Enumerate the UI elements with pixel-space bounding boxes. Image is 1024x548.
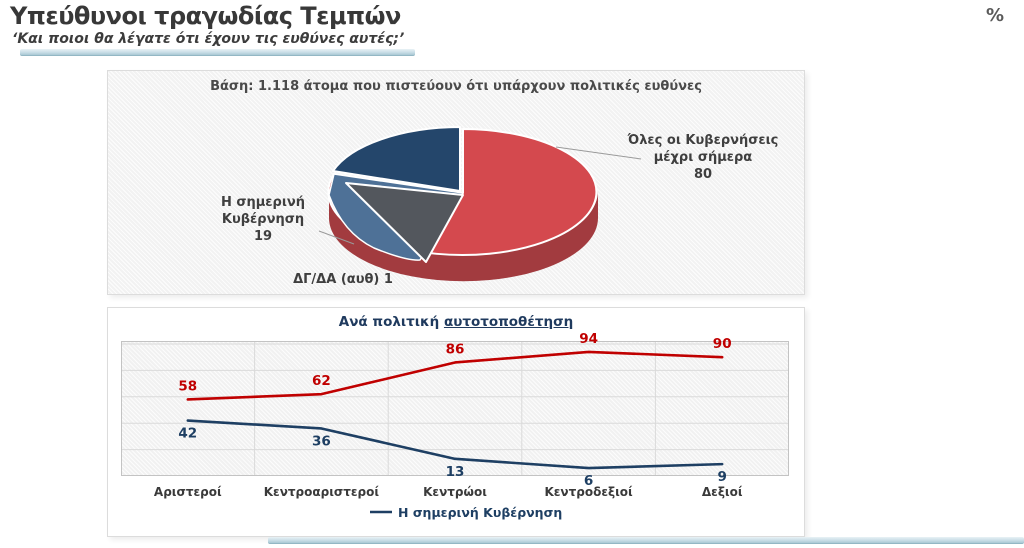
pie-label-all-governments: Όλες οι Κυβερνήσεις μέχρι σήμερα 80 [608,133,798,184]
pie-label-all-governments-line1: Όλες οι Κυβερνήσεις [627,133,779,148]
data-label: 58 [178,378,197,394]
legend-label: Η σημερινή Κυβέρνηση [398,505,562,520]
title-underline-bar [20,49,415,56]
data-label: 36 [312,433,331,449]
data-label: 6 [584,473,593,489]
pie-value-all-governments: 80 [693,166,713,182]
pie-slice-majority-side [329,191,598,282]
pie-card: Βάση: 1.118 άτομα που πιστεύουν ότι υπάρ… [107,70,805,295]
question-subtitle: ‘Και ποιοι θα λέγατε ότι έχουν τις ευθύν… [12,31,405,47]
data-label: 13 [446,464,465,480]
line-chart-title: Ανά πολιτική αυτοτοποθέτηση [108,314,804,330]
pie-slice-government [332,126,461,192]
pie-value-current-government: 19 [253,228,273,244]
series-line-0 [186,350,724,401]
pie-chart-svg [318,126,642,282]
leader-line-right [555,146,642,160]
data-label: 42 [178,426,197,442]
bottom-underline-bar [268,537,1024,544]
pie-label-undecided: ΔΓ/ΔΑ (αυθ) 1 [258,272,428,289]
pie-label-current-government-line2: Κυβέρνηση [221,211,305,227]
data-label: 86 [446,341,465,357]
data-label: 62 [312,373,331,389]
leader-line-left [318,230,355,245]
category-label: Κεντροδεξιοί [544,485,633,499]
base-note: Βάση: 1.118 άτομα που πιστεύουν ότι υπάρ… [210,79,702,94]
pie-label-current-government: Η σημερινή Κυβέρνηση 19 [203,195,323,246]
data-label: 9 [717,469,726,485]
pie-slice-undecided [345,182,464,263]
category-label: Κεντροαριστεροί [264,485,380,499]
category-label: Κεντρώοι [423,485,487,499]
line-chart-svg: 58 62 86 94 90 42 36 13 6 9 Αριστεροί Κεντροαριστερ… [122,331,788,520]
line-chart-title-prefix: Ανά πολιτική [338,314,440,330]
data-label: 94 [579,331,598,347]
page-title: Υπεύθυνοι τραγωδίας Τεμπών [10,2,401,30]
line-chart-title-underlined: αυτοτοποθέτηση [443,314,574,330]
pie-value-undecided: 1 [383,272,393,287]
pie-label-all-governments-line2: μέχρι σήμερα [653,149,753,165]
series-line-1 [186,419,724,470]
line-card: Ανά πολιτική αυτοτοποθέτηση 58 62 86 94 90 42… [107,307,805,537]
category-label: Δεξιοί [702,485,743,499]
percent-sign: % [985,5,1004,26]
category-label: Αριστεροί [154,485,222,499]
pie-label-current-government-line1: Η σημερινή [220,195,306,210]
data-label: 90 [713,336,732,352]
pie-label-undecided-text: ΔΓ/ΔΑ (αυθ) [293,272,380,287]
